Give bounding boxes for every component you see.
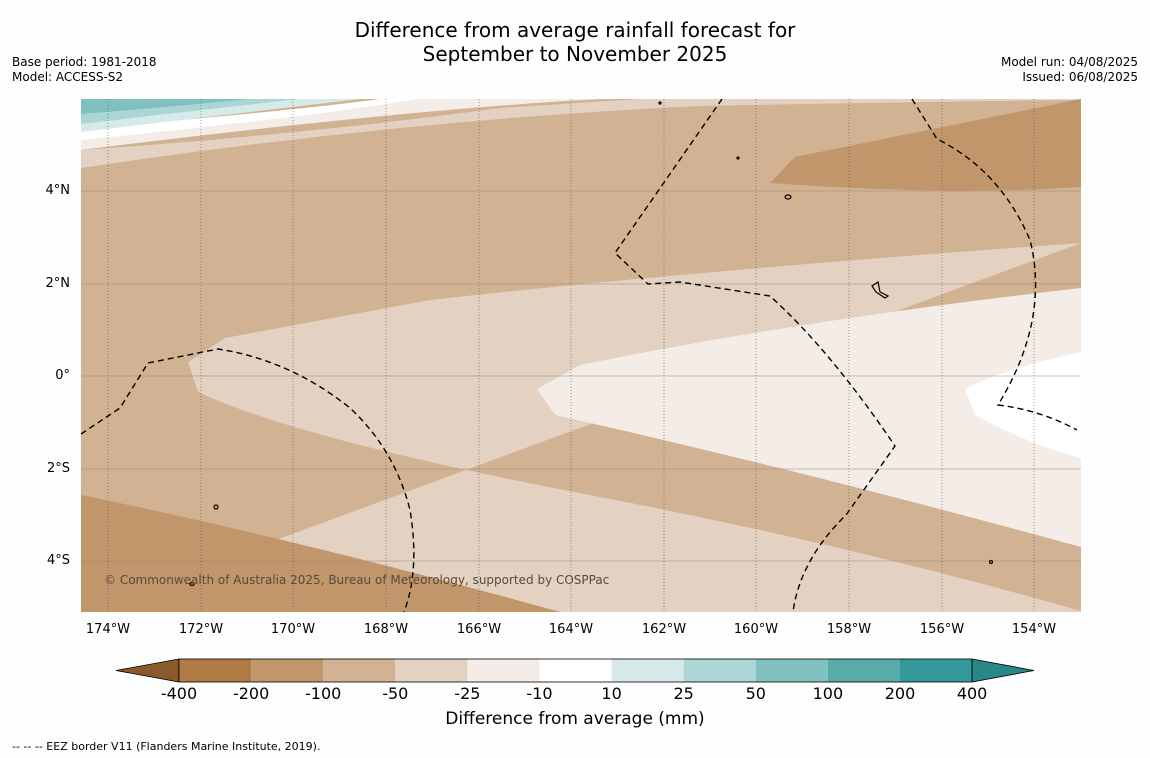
title-line-2: September to November 2025	[422, 42, 728, 66]
colorbar-tick-label: 100	[812, 684, 844, 703]
lon-label: 158°W	[826, 622, 872, 637]
lon-label: 162°W	[641, 622, 687, 637]
eez-footnote: -- -- -- EEZ border V11 (Flanders Marine…	[12, 740, 321, 753]
model-info: Base period: 1981-2018 Model: ACCESS-S2	[12, 55, 157, 85]
colorbar-segment	[251, 659, 324, 682]
colorbar-extend-low	[115, 658, 180, 683]
colorbar-tick-label: 10	[601, 684, 622, 703]
lon-label: 156°W	[919, 622, 965, 637]
lon-label: 168°W	[363, 622, 409, 637]
colorbar-frame	[178, 658, 973, 683]
colorbar-segment	[179, 659, 252, 682]
model-name: Model: ACCESS-S2	[12, 70, 124, 84]
island-icon	[189, 581, 195, 587]
gridlines	[81, 99, 1081, 612]
zone-upper-white	[81, 99, 420, 140]
zone-upper-light	[81, 99, 1081, 168]
lon-label: 166°W	[456, 622, 502, 637]
colorbar-tick-label: -200	[232, 684, 270, 703]
colorbar-segment	[467, 659, 540, 682]
eez-border-east	[911, 98, 1078, 431]
colorbar-title: Difference from average (mm)	[445, 709, 705, 729]
lon-label: 172°W	[178, 622, 224, 637]
eez-border-west	[80, 348, 415, 613]
colorbar-tick-label: 25	[673, 684, 694, 703]
colorbar-tick-label: -100	[305, 684, 342, 703]
colorbar-segment	[755, 659, 828, 682]
lat-label: 2°N	[45, 276, 71, 291]
model-run-date: Model run: 04/08/2025	[1000, 55, 1138, 69]
island-icon	[871, 281, 890, 299]
lon-label: 174°W	[85, 622, 131, 637]
island-icon	[658, 101, 662, 105]
colorbar-segment	[323, 659, 396, 682]
lat-label: 2°S	[46, 461, 70, 476]
lon-label: 164°W	[548, 622, 594, 637]
island-icon	[736, 156, 740, 160]
islands	[189, 101, 994, 587]
map-fill	[81, 99, 1081, 612]
eez-borders	[80, 98, 1078, 613]
map-title: Difference from average rainfall forecas…	[0, 18, 1150, 66]
colorbar-tick-label: -25	[454, 684, 481, 703]
lat-label: 4°N	[45, 183, 71, 198]
island-icon	[213, 504, 219, 510]
lon-label: 170°W	[270, 622, 316, 637]
zone-teal-dark	[81, 99, 250, 114]
lon-label: 160°W	[733, 622, 779, 637]
colorbar-segment	[395, 659, 468, 682]
run-info: Model run: 04/08/2025 Issued: 06/08/2025	[1001, 55, 1138, 85]
issued-date: Issued: 06/08/2025	[1022, 70, 1138, 84]
colorbar-tick-label: -50	[382, 684, 409, 703]
colorbar-segment	[611, 659, 684, 682]
colorbar-tick-label: 400	[956, 684, 988, 703]
base-period: Base period: 1981-2018	[12, 55, 157, 69]
zone-ne-dark	[770, 99, 1081, 191]
colorbar-tick-label: -400	[160, 684, 198, 703]
zone-near-zero	[965, 352, 1081, 458]
island-icon	[988, 559, 994, 565]
colorbar-segment	[539, 659, 612, 682]
eez-border-central	[614, 98, 896, 613]
colorbar-segment	[900, 659, 973, 682]
zone-minus-10-to-25	[537, 288, 1081, 547]
colorbar-tick-label: 50	[745, 684, 766, 703]
colorbar-segment	[683, 659, 756, 682]
lat-label: 4°S	[46, 553, 70, 568]
colorbar-segment	[827, 659, 900, 682]
colorbar-extend-high	[971, 658, 1035, 683]
colorbar	[115, 658, 1035, 683]
colorbar-tick-label: -10	[526, 684, 553, 703]
lon-label: 154°W	[1011, 622, 1057, 637]
colorbar-tick-label: 200	[884, 684, 916, 703]
island-icon	[784, 194, 792, 200]
copyright-notice: © Commonwealth of Australia 2025, Bureau…	[104, 573, 610, 587]
title-line-1: Difference from average rainfall forecas…	[354, 18, 796, 42]
lat-label: 0°	[55, 368, 70, 383]
